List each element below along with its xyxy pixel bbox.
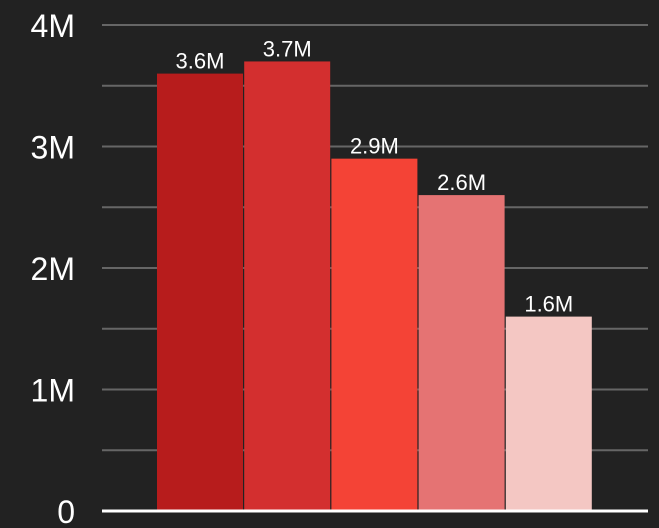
bar xyxy=(244,61,331,511)
bar-value-label: 3.7M xyxy=(263,36,312,61)
bar-value-label: 1.6M xyxy=(524,292,573,317)
bar xyxy=(505,316,592,511)
bar xyxy=(157,73,243,511)
bar-value-labels: 3.6M 3.7M 2.9M 2.6M 1.6M xyxy=(176,36,574,316)
y-tick-label: 2M xyxy=(31,251,75,287)
bar-value-label: 2.6M xyxy=(437,170,486,195)
y-tick-label: 1M xyxy=(31,373,75,409)
bars xyxy=(157,61,592,511)
y-tick-label: 3M xyxy=(31,130,75,166)
y-axis-tick-labels: 0 1M 2M 3M 4M xyxy=(31,8,75,528)
bar xyxy=(331,158,418,511)
bar-value-label: 2.9M xyxy=(350,134,399,159)
bar-value-label: 3.6M xyxy=(176,49,225,74)
y-tick-label: 4M xyxy=(31,8,75,44)
bar xyxy=(418,195,505,511)
y-tick-label: 0 xyxy=(57,494,75,528)
